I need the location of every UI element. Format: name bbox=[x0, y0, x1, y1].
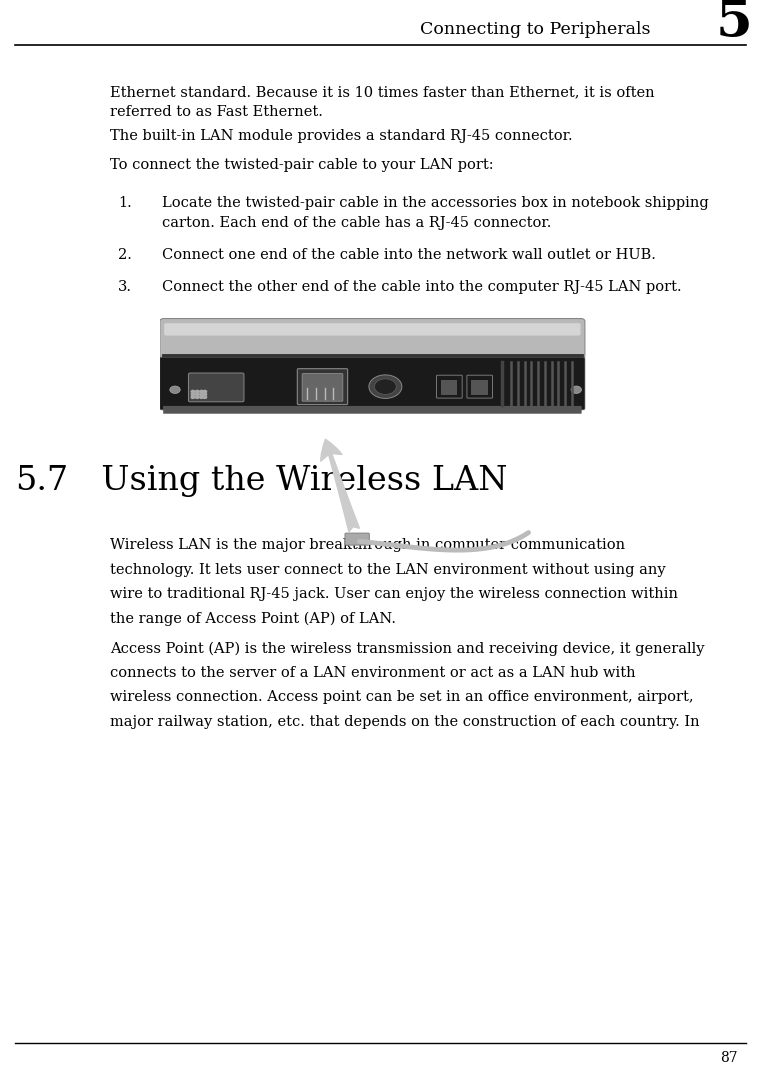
FancyBboxPatch shape bbox=[189, 373, 244, 402]
Text: referred to as Fast Ethernet.: referred to as Fast Ethernet. bbox=[110, 104, 323, 118]
FancyBboxPatch shape bbox=[160, 358, 585, 410]
FancyBboxPatch shape bbox=[164, 406, 581, 414]
Text: connects to the server of a LAN environment or act as a LAN hub with: connects to the server of a LAN environm… bbox=[110, 666, 636, 680]
Circle shape bbox=[199, 390, 203, 393]
FancyBboxPatch shape bbox=[467, 375, 492, 398]
FancyBboxPatch shape bbox=[298, 368, 348, 405]
FancyBboxPatch shape bbox=[302, 374, 343, 402]
Text: Access Point (AP) is the wireless transmission and receiving device, it generall: Access Point (AP) is the wireless transm… bbox=[110, 642, 705, 656]
Text: wireless connection. Access point can be set in an office environment, airport,: wireless connection. Access point can be… bbox=[110, 690, 694, 704]
Text: Using the Wireless LAN: Using the Wireless LAN bbox=[80, 465, 508, 498]
Text: 87: 87 bbox=[721, 1051, 738, 1064]
Text: 5: 5 bbox=[716, 0, 753, 47]
Text: Ethernet standard. Because it is 10 times faster than Ethernet, it is often: Ethernet standard. Because it is 10 time… bbox=[110, 85, 655, 99]
Text: major railway station, etc. that depends on the construction of each country. In: major railway station, etc. that depends… bbox=[110, 715, 700, 728]
Circle shape bbox=[170, 386, 180, 393]
Circle shape bbox=[196, 390, 199, 393]
FancyBboxPatch shape bbox=[345, 533, 369, 545]
Text: technology. It lets user connect to the LAN environment without using any: technology. It lets user connect to the … bbox=[110, 563, 666, 576]
Circle shape bbox=[369, 375, 402, 398]
Circle shape bbox=[203, 390, 207, 393]
Text: The built-in LAN module provides a standard RJ-45 connector.: The built-in LAN module provides a stand… bbox=[110, 129, 573, 143]
Text: 1.: 1. bbox=[118, 196, 132, 210]
Circle shape bbox=[191, 396, 195, 398]
Text: Wireless LAN is the major breakthrough in computer communication: Wireless LAN is the major breakthrough i… bbox=[110, 538, 626, 553]
Circle shape bbox=[374, 379, 396, 394]
Circle shape bbox=[199, 396, 203, 398]
Circle shape bbox=[203, 396, 207, 398]
Text: carton. Each end of the cable has a RJ-45 connector.: carton. Each end of the cable has a RJ-4… bbox=[162, 215, 552, 229]
Circle shape bbox=[191, 390, 195, 393]
Text: wire to traditional RJ-45 jack. User can enjoy the wireless connection within: wire to traditional RJ-45 jack. User can… bbox=[110, 587, 678, 601]
FancyBboxPatch shape bbox=[441, 379, 457, 395]
Text: 3.: 3. bbox=[118, 280, 132, 294]
FancyBboxPatch shape bbox=[160, 319, 585, 359]
Circle shape bbox=[191, 393, 195, 395]
Text: Connect one end of the cable into the network wall outlet or HUB.: Connect one end of the cable into the ne… bbox=[162, 248, 656, 262]
Circle shape bbox=[196, 396, 199, 398]
Text: 2.: 2. bbox=[118, 248, 132, 262]
Circle shape bbox=[196, 393, 199, 395]
FancyBboxPatch shape bbox=[164, 323, 581, 336]
FancyBboxPatch shape bbox=[437, 375, 462, 398]
Circle shape bbox=[203, 393, 207, 395]
Text: To connect the twisted-pair cable to your LAN port:: To connect the twisted-pair cable to you… bbox=[110, 158, 494, 172]
Text: the range of Access Point (AP) of LAN.: the range of Access Point (AP) of LAN. bbox=[110, 612, 396, 626]
Text: Locate the twisted-pair cable in the accessories box in notebook shipping: Locate the twisted-pair cable in the acc… bbox=[162, 196, 708, 210]
Circle shape bbox=[571, 386, 581, 393]
FancyBboxPatch shape bbox=[471, 379, 488, 395]
Text: Connect the other end of the cable into the computer RJ-45 LAN port.: Connect the other end of the cable into … bbox=[162, 280, 682, 294]
Circle shape bbox=[199, 393, 203, 395]
Text: Connecting to Peripherals: Connecting to Peripherals bbox=[420, 20, 651, 38]
FancyBboxPatch shape bbox=[162, 354, 583, 361]
Text: 5.7: 5.7 bbox=[15, 465, 68, 498]
